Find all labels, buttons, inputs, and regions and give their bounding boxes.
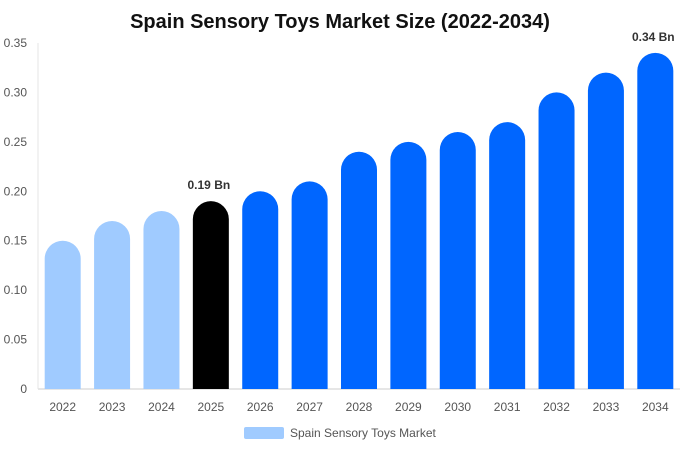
- y-tick-label: 0: [20, 382, 27, 396]
- y-tick-label: 0.15: [4, 234, 28, 248]
- bar-2022[interactable]: [44, 240, 81, 389]
- bar-2025[interactable]: [192, 201, 229, 389]
- data-label-2025: 0.19 Bn: [188, 178, 231, 192]
- x-tick-label: 2032: [543, 400, 570, 414]
- bar-2023[interactable]: [94, 220, 131, 389]
- x-tick-label: 2027: [296, 400, 323, 414]
- x-tick-label: 2024: [148, 400, 175, 414]
- data-label-2034: 0.34 Bn: [632, 30, 675, 44]
- y-axis-ticks: 0 0.05 0.10 0.15 0.20 0.25 0.30 0.35: [4, 36, 28, 396]
- x-tick-label: 2033: [593, 400, 620, 414]
- x-tick-label: 2031: [494, 400, 521, 414]
- bar-2031[interactable]: [489, 122, 526, 389]
- x-tick-label: 2034: [642, 400, 669, 414]
- bar-2027[interactable]: [291, 181, 328, 389]
- x-axis-ticks: 2022 2023 2024 2025 2026 2027 2028 2029 2030 2031…: [49, 400, 669, 414]
- y-tick-label: 0.20: [4, 184, 28, 198]
- y-tick-label: 0.10: [4, 283, 28, 297]
- y-tick-label: 0.25: [4, 135, 28, 149]
- bar-2033[interactable]: [587, 72, 624, 390]
- x-tick-label: 2023: [99, 400, 126, 414]
- bar-2034[interactable]: [637, 52, 674, 389]
- data-labels-group: 0.19 Bn 0.34 Bn: [188, 30, 675, 192]
- bar-2029[interactable]: [390, 141, 427, 389]
- x-tick-label: 2022: [49, 400, 76, 414]
- bar-2026[interactable]: [242, 191, 279, 389]
- bar-2024[interactable]: [143, 211, 180, 389]
- bar-2032[interactable]: [538, 92, 575, 389]
- legend[interactable]: Spain Sensory Toys Market: [244, 426, 437, 440]
- legend-label: Spain Sensory Toys Market: [290, 426, 437, 440]
- y-tick-label: 0.30: [4, 85, 28, 99]
- x-tick-label: 2026: [247, 400, 274, 414]
- bars-group: [44, 52, 674, 390]
- bar-2028[interactable]: [341, 151, 377, 389]
- y-tick-label: 0.35: [4, 36, 28, 50]
- x-tick-label: 2030: [444, 400, 471, 414]
- y-tick-label: 0.05: [4, 333, 28, 347]
- x-tick-label: 2029: [395, 400, 422, 414]
- chart-title: Spain Sensory Toys Market Size (2022-203…: [130, 11, 550, 33]
- legend-swatch: [244, 427, 284, 439]
- x-tick-label: 2025: [197, 400, 224, 414]
- bar-2030[interactable]: [439, 131, 476, 389]
- x-tick-label: 2028: [346, 400, 373, 414]
